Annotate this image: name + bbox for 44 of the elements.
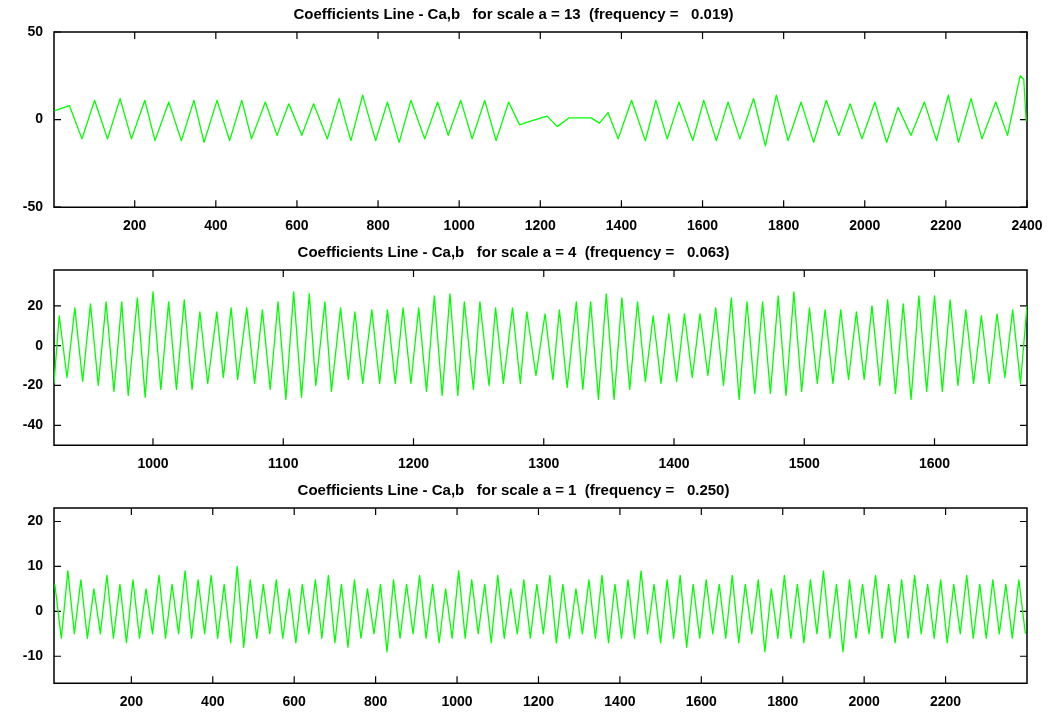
x-tick-label: 1300 (528, 455, 560, 472)
y-tick-label: 10 (27, 557, 44, 574)
y-tick-label: 20 (27, 512, 44, 529)
y-tick-label: -40 (22, 416, 44, 433)
x-tick-label: 1600 (685, 693, 718, 710)
x-tick-label: 200 (123, 217, 147, 234)
chart-title: Coefficients Line - Ca,b for scale a = 4 (frequency = 0.063) (297, 243, 730, 261)
chart-title: Coefficients Line - Ca,b for scale a = 13 (frequency = 0.019) (293, 5, 734, 23)
x-tick-label: 1000 (441, 693, 473, 710)
y-tick-label: 0 (35, 110, 44, 127)
x-tick-label: 2000 (849, 217, 881, 234)
x-tick-label: 1800 (768, 217, 800, 234)
y-tick-label: -10 (22, 647, 44, 664)
y-tick-label: -20 (22, 376, 44, 393)
x-tick-label: 1100 (268, 455, 299, 472)
x-tick-label: 400 (201, 693, 225, 710)
y-tick-label: 50 (27, 22, 44, 39)
x-tick-label: 1200 (524, 217, 557, 234)
x-tick-label: 1000 (443, 217, 475, 234)
x-tick-label: 2200 (930, 693, 962, 710)
x-tick-label: 1500 (788, 455, 821, 472)
x-tick-label: 1600 (686, 217, 719, 234)
x-tick-label: 1200 (522, 693, 555, 710)
x-tick-label: 800 (366, 217, 390, 234)
x-tick-label: 1000 (137, 455, 169, 472)
x-tick-label: 1600 (918, 455, 951, 472)
x-tick-label: 1200 (397, 455, 430, 472)
y-tick-label: 20 (27, 296, 44, 313)
x-tick-label: 600 (282, 693, 307, 710)
x-tick-label: 1800 (767, 693, 799, 710)
x-tick-label: 1400 (658, 455, 690, 472)
x-tick-label: 200 (119, 693, 144, 710)
x-tick-label: 400 (204, 217, 228, 234)
y-tick-label: -50 (22, 198, 44, 215)
x-tick-label: 1400 (605, 217, 638, 234)
x-tick-label: 2000 (848, 693, 880, 710)
y-tick-label: 0 (35, 602, 44, 619)
chart-title: Coefficients Line - Ca,b for scale a = 1 (frequency = 0.250) (297, 481, 730, 499)
x-tick-label: 800 (363, 693, 388, 710)
y-tick-label: 0 (35, 336, 44, 353)
x-tick-label: 600 (285, 217, 309, 234)
x-tick-label: 2400 (1011, 217, 1043, 234)
x-tick-label: 2200 (930, 217, 962, 234)
x-tick-label: 1400 (604, 693, 636, 710)
